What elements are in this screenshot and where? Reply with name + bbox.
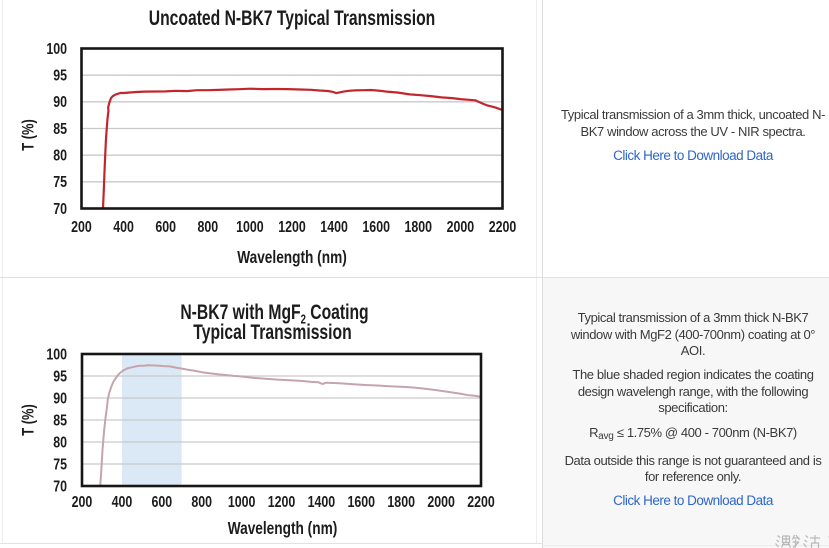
- svg-text:1200: 1200: [268, 493, 296, 511]
- svg-text:T (%): T (%): [19, 119, 38, 151]
- svg-text:85: 85: [53, 119, 67, 137]
- svg-text:1400: 1400: [308, 493, 336, 511]
- svg-text:85: 85: [53, 411, 67, 429]
- svg-text:1800: 1800: [405, 218, 433, 236]
- svg-text:80: 80: [53, 433, 67, 451]
- svg-text:1600: 1600: [362, 218, 390, 236]
- svg-text:2200: 2200: [489, 218, 517, 236]
- svg-text:600: 600: [151, 493, 172, 511]
- svg-text:Wavelength (nm): Wavelength (nm): [228, 519, 338, 538]
- svg-text:1200: 1200: [278, 218, 306, 236]
- svg-text:1000: 1000: [236, 218, 264, 236]
- svg-text:1400: 1400: [320, 218, 348, 236]
- svg-text:800: 800: [191, 493, 212, 511]
- svg-text:2000: 2000: [427, 493, 455, 511]
- svg-text:95: 95: [53, 66, 67, 84]
- svg-text:75: 75: [53, 173, 67, 191]
- svg-text:2200: 2200: [467, 493, 495, 511]
- svg-text:1600: 1600: [348, 493, 376, 511]
- svg-text:1000: 1000: [228, 493, 256, 511]
- svg-text:N-BK7 with MgF2 Coating: N-BK7 with MgF2 Coating: [180, 300, 368, 327]
- svg-text:75: 75: [53, 455, 67, 473]
- svg-text:600: 600: [155, 218, 176, 236]
- svg-text:800: 800: [197, 218, 218, 236]
- svg-text:80: 80: [53, 146, 67, 164]
- svg-text:Wavelength (nm): Wavelength (nm): [237, 248, 347, 267]
- svg-text:100: 100: [46, 345, 67, 363]
- svg-text:Typical Transmission: Typical Transmission: [193, 320, 351, 344]
- svg-text:100: 100: [46, 39, 67, 57]
- svg-text:200: 200: [72, 493, 93, 511]
- svg-text:1800: 1800: [387, 493, 415, 511]
- svg-text:T (%): T (%): [19, 404, 38, 436]
- svg-text:200: 200: [71, 218, 92, 236]
- svg-text:2000: 2000: [447, 218, 475, 236]
- svg-text:90: 90: [53, 93, 67, 111]
- svg-text:90: 90: [53, 389, 67, 407]
- svg-text:400: 400: [112, 493, 133, 511]
- svg-text:70: 70: [53, 199, 67, 217]
- svg-text:70: 70: [53, 477, 67, 495]
- svg-text:95: 95: [53, 367, 67, 385]
- svg-text:Uncoated N-BK7 Typical Transmi: Uncoated N-BK7 Typical Transmission: [149, 6, 436, 30]
- svg-text:400: 400: [113, 218, 134, 236]
